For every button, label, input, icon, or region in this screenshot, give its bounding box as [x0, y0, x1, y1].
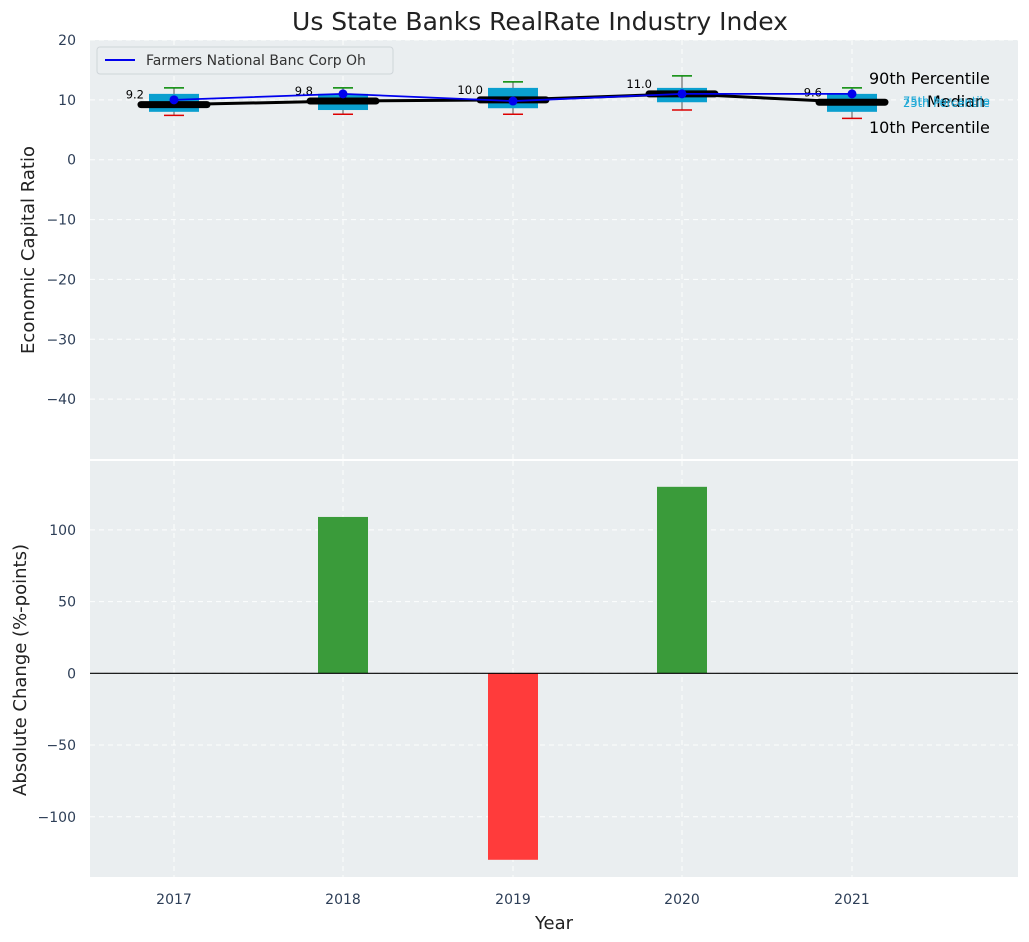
percentile-annotations: 90th Percentile 75th Percentile Median 2…: [869, 69, 990, 137]
top-y-tick-label: −30: [46, 332, 76, 348]
bottom-y-ticks: 100 50 0 −50 −100: [38, 523, 76, 826]
annotation-median: Median: [927, 92, 985, 111]
top-marks: 9.2 9.8 10.0 11.09.6: [126, 75, 889, 120]
change-bar: [488, 673, 538, 860]
x-tick-label: 2021: [834, 892, 870, 908]
top-y-ticks: 20 10 0 −10 −20 −30 −40: [46, 33, 76, 408]
x-axis-label: Year: [534, 913, 574, 934]
legend-box: [96, 46, 394, 75]
change-bar: [318, 516, 368, 674]
annotation-10th-percentile: 10th Percentile: [869, 118, 990, 137]
bottom-y-tick-label: 100: [49, 523, 76, 539]
top-y-axis-label: Economic Capital Ratio: [18, 146, 39, 354]
top-y-tick-label: 0: [67, 153, 76, 169]
top-y-tick-label: −40: [46, 392, 76, 408]
legend-entry-company: Farmers National Banc Corp Oh: [146, 53, 366, 69]
annotation-90th-percentile: 90th Percentile: [869, 69, 990, 88]
median-value-label: 9.6: [804, 85, 822, 99]
x-tick-label: 2019: [495, 892, 531, 908]
x-ticks: 2017 2018 2019 2020 2021: [156, 892, 870, 908]
bottom-y-tick-label: −50: [46, 738, 76, 754]
bottom-y-tick-label: 50: [58, 595, 76, 611]
company-point: [847, 89, 857, 99]
median-value-label: 11.0: [626, 77, 652, 91]
chart-title: Us State Banks RealRate Industry Index: [292, 7, 788, 36]
company-point: [508, 96, 518, 106]
top-y-tick-label: −20: [46, 272, 76, 288]
top-y-tick-label: 20: [58, 33, 76, 49]
company-point: [338, 89, 348, 99]
legend: Farmers National Banc Corp Oh: [96, 46, 394, 75]
company-point: [677, 89, 687, 99]
x-tick-label: 2018: [325, 892, 361, 908]
annotation-25th-percentile: 25th Percentile: [903, 96, 990, 110]
x-tick-label: 2020: [664, 892, 700, 908]
annotation-75th-percentile: 75th Percentile: [903, 94, 990, 108]
bottom-plot-background: [90, 461, 1018, 877]
bottom-y-tick-label: 0: [67, 666, 76, 682]
company-point: [169, 95, 179, 105]
top-y-tick-label: 10: [58, 93, 76, 109]
median-value-label: 10.0: [457, 83, 483, 97]
bottom-bars: [90, 486, 1018, 860]
top-y-tick-label: −10: [46, 213, 76, 229]
bottom-y-axis-label: Absolute Change (%-points): [10, 544, 31, 796]
bottom-y-tick-label: −100: [38, 810, 76, 826]
bottom-panel: 100 50 0 −50 −100 2017 2018 2019 2020 2021 Absol…: [10, 461, 1018, 934]
x-tick-label: 2017: [156, 892, 192, 908]
median-value-label: 9.2: [126, 88, 144, 102]
change-bar: [657, 486, 707, 674]
